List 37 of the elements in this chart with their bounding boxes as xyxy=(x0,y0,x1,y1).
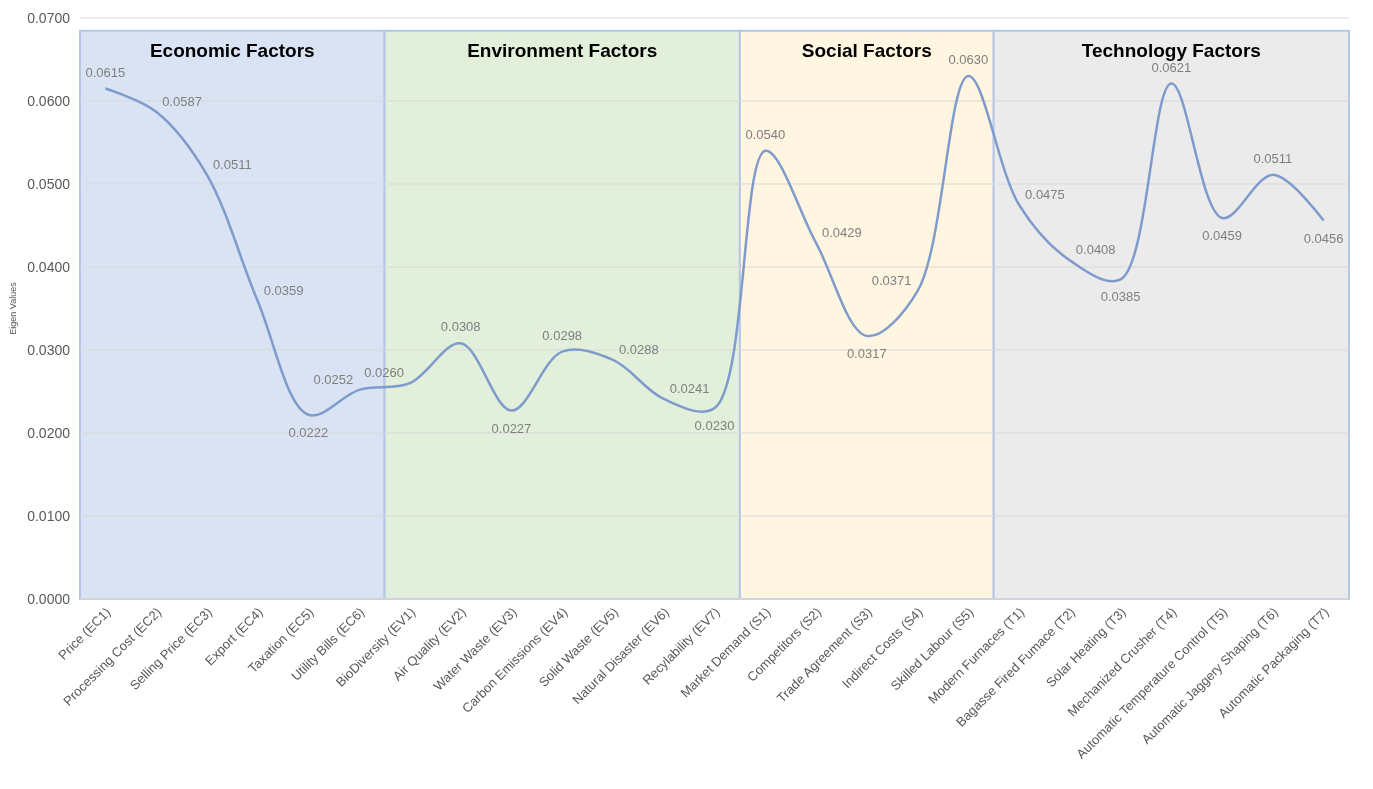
data-label: 0.0475 xyxy=(1025,186,1065,202)
data-label: 0.0230 xyxy=(694,418,735,434)
data-label: 0.0371 xyxy=(871,273,912,289)
data-label: 0.0288 xyxy=(618,341,659,357)
data-label: 0.0260 xyxy=(364,365,404,381)
data-label: 0.0359 xyxy=(263,283,304,299)
band-label: Technology Factors xyxy=(1081,39,1261,61)
y-tick-label: 0.0200 xyxy=(27,425,71,441)
y-tick-label: 0.0400 xyxy=(27,259,71,275)
band-label: Social Factors xyxy=(801,39,932,61)
data-label: 0.0511 xyxy=(1253,150,1293,166)
data-label: 0.0252 xyxy=(313,371,354,387)
y-tick-label: 0.0000 xyxy=(27,591,71,607)
data-label: 0.0511 xyxy=(212,156,252,172)
data-label: 0.0587 xyxy=(162,93,202,109)
data-label: 0.0615 xyxy=(85,64,126,80)
band-label: Environment Factors xyxy=(467,39,658,61)
data-label: 0.0456 xyxy=(1303,230,1344,246)
data-label: 0.0459 xyxy=(1202,228,1242,244)
data-label: 0.0222 xyxy=(288,424,329,440)
y-tick-label: 0.0600 xyxy=(27,93,71,109)
y-tick-label: 0.0300 xyxy=(27,342,71,358)
y-axis-title: Eigen Values xyxy=(8,281,18,335)
band-label: Economic Factors xyxy=(149,39,315,61)
y-tick-label: 0.0100 xyxy=(27,508,71,524)
data-label: 0.0630 xyxy=(948,52,989,68)
data-label: 0.0385 xyxy=(1100,289,1141,305)
data-label: 0.0317 xyxy=(846,345,887,361)
data-label: 0.0429 xyxy=(822,224,862,240)
data-label: 0.0227 xyxy=(491,420,532,436)
y-tick-label: 0.0500 xyxy=(27,176,71,192)
data-label: 0.0308 xyxy=(440,319,481,335)
y-tick-label: 0.0700 xyxy=(27,10,71,26)
data-label: 0.0241 xyxy=(669,380,710,396)
data-label: 0.0540 xyxy=(745,126,786,142)
data-label: 0.0298 xyxy=(542,327,583,343)
data-label: 0.0408 xyxy=(1075,242,1116,258)
